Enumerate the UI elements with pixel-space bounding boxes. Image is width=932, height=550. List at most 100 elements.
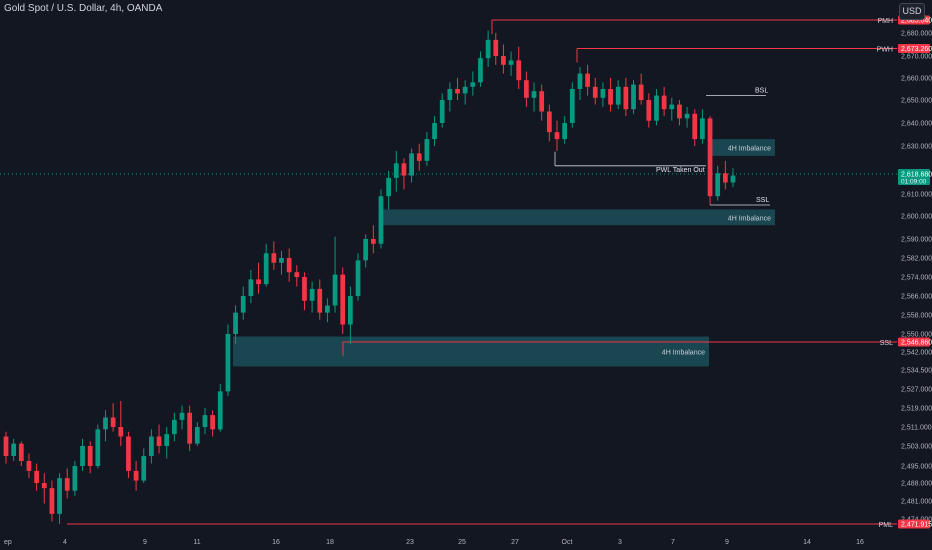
candle-body [592,86,598,98]
candle-body [677,104,682,119]
annotation-label: BSL [755,88,768,95]
price-tick: 2,630.000 [901,144,932,151]
candle-body [416,153,422,161]
candle-body [149,436,154,456]
price-tick: 2,680.000 [901,31,932,38]
time-tick: 16 [856,539,864,546]
price-tick: 2,550.000 [901,332,932,339]
time-tick: 14 [803,539,811,546]
candle-body [485,39,491,59]
level-label: PML [879,522,894,529]
price-badge-value: 2,618.680 [901,172,932,179]
candle-body [692,113,698,140]
price-badge [898,44,930,54]
zone-label: 4H Imbalance [662,349,705,356]
level-label: SSL [880,340,893,347]
candle-body [715,173,721,197]
candle-body [669,104,675,110]
candle-body [202,415,208,427]
candle-body [141,456,147,481]
candle-body [478,58,483,83]
candle-body [569,89,575,123]
price-tick: 2,495.000 [901,464,932,471]
candle-body [455,89,460,94]
level-label: PWH [877,47,893,54]
candle-body [363,239,369,261]
time-tick: Oct [562,539,573,546]
candle-body [661,95,667,110]
candle-body [194,427,200,444]
time-tick: 18 [326,539,334,546]
price-tick: 2,640.000 [901,121,932,128]
currency-button[interactable]: USD [899,3,925,20]
candle-body [722,173,728,183]
candle-body [240,296,246,313]
candle-body [26,461,32,471]
time-axis[interactable]: ep 4 9 11 16 18 23 25 27 Oct 3 7 9 14 16 [4,539,864,546]
countdown-label: 01:09:00 [901,179,927,186]
candle-body [340,274,346,325]
candle-body [263,253,269,285]
zone-label: 4H Imbalance [728,145,771,152]
candle-body [615,86,621,105]
price-tick: 2,610.000 [901,192,932,199]
candle-body [325,305,330,313]
candle-body [707,118,713,197]
candle-body [516,60,522,81]
candle-body [110,417,116,427]
candle-body [118,427,124,437]
price-axis[interactable]: 2,680.000 2,670.000 2,660.000 2,650.000 2,64… [901,31,932,524]
price-tick: 2,481.000 [901,499,932,506]
candle-body [562,123,568,140]
candle-body [684,113,690,119]
candle-body [546,111,552,133]
candle-body [57,478,62,514]
candle-body [355,260,361,296]
time-tick: 16 [272,539,280,546]
annotation-label: PWL Taken Out [656,167,705,174]
candle-body [531,91,537,98]
price-tick: 2,582.000 [901,256,932,263]
candle-body [34,470,39,483]
candle-body [187,412,193,444]
candle-body [72,466,78,491]
candle-body [654,95,659,121]
candle-body [378,196,384,244]
price-badge-value: 2,673.260 [901,46,932,53]
candle-body [164,434,170,446]
candle-body [171,419,177,435]
candle-body [577,73,583,89]
candle-body [386,177,392,197]
price-badge-value: 2,471.915 [901,522,932,529]
time-tick: 3 [618,539,622,546]
candle-body [294,272,300,277]
time-tick: 11 [193,539,200,546]
time-tick: 25 [458,539,466,546]
symbol-title[interactable]: Gold Spot / U.S. Dollar, 4h, OANDA [4,3,163,14]
candle-body [524,80,529,98]
candle-body [18,443,24,461]
candle-body [302,277,307,301]
candle-body [462,86,468,94]
candle-body [700,118,705,140]
candle-body [309,288,315,301]
candle-body [600,89,606,98]
price-tick: 2,558.000 [901,313,932,320]
candle-body [585,73,590,87]
time-tick: 27 [511,539,519,546]
price-tick: 2,590.000 [901,237,932,244]
price-tick: 2,503.000 [901,444,932,451]
candle-body [217,391,223,430]
candle-body [256,279,261,285]
price-tick: 2,534.500 [901,368,932,375]
candle-body [554,132,560,140]
candle-body [233,312,238,334]
candlesticks [3,30,736,524]
candle-body [409,153,414,176]
price-badge [898,337,930,347]
price-tick: 2,542.000 [901,350,932,357]
candle-body [317,288,323,313]
annotation-label: SSL [756,197,769,204]
candle-body [424,139,430,161]
